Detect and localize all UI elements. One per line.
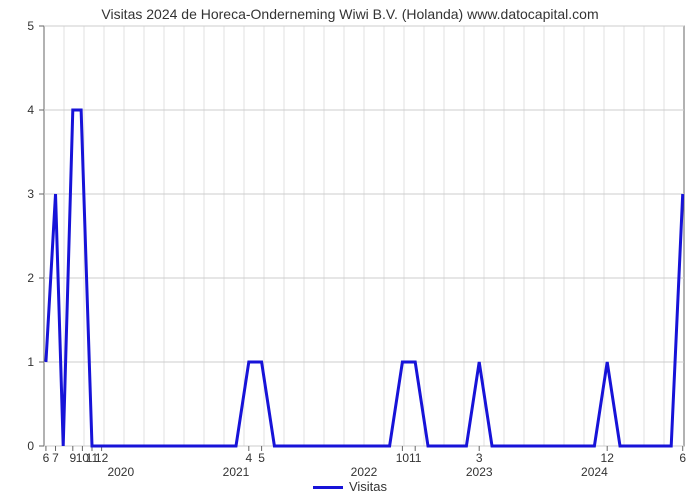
svg-text:5: 5 xyxy=(27,19,34,33)
svg-text:2022: 2022 xyxy=(351,465,378,479)
svg-text:2021: 2021 xyxy=(223,465,250,479)
grid xyxy=(44,26,684,446)
svg-text:2024: 2024 xyxy=(581,465,608,479)
x-axis: 679101112451011312620202021202220232024 xyxy=(43,446,687,479)
svg-text:7: 7 xyxy=(52,451,59,465)
svg-text:0: 0 xyxy=(27,439,34,453)
svg-text:2023: 2023 xyxy=(466,465,493,479)
svg-text:1: 1 xyxy=(27,355,34,369)
svg-text:2020: 2020 xyxy=(107,465,134,479)
svg-text:10: 10 xyxy=(396,451,410,465)
svg-text:6: 6 xyxy=(679,451,686,465)
svg-text:5: 5 xyxy=(258,451,265,465)
y-axis: 0 1 2 3 4 5 xyxy=(27,19,44,453)
svg-text:12: 12 xyxy=(601,451,615,465)
svg-text:2: 2 xyxy=(27,271,34,285)
svg-text:3: 3 xyxy=(476,451,483,465)
line-chart: 012345 679101112451011312620202021202220… xyxy=(0,0,700,500)
svg-text:6: 6 xyxy=(43,451,50,465)
svg-text:12: 12 xyxy=(95,451,109,465)
legend-swatch xyxy=(313,486,343,489)
svg-text:4: 4 xyxy=(27,103,34,117)
legend: Visitas xyxy=(0,479,700,494)
svg-text:3: 3 xyxy=(27,187,34,201)
legend-label: Visitas xyxy=(349,479,387,494)
svg-text:4: 4 xyxy=(245,451,252,465)
svg-text:11: 11 xyxy=(409,451,422,465)
chart-container: Visitas 2024 de Horeca-Onderneming Wiwi … xyxy=(0,0,700,500)
